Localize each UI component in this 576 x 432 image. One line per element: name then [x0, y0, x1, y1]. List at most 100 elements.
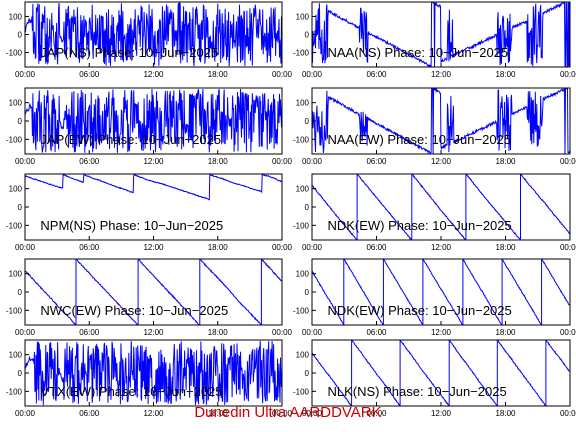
x-tick-label: 12:00 [143, 409, 164, 418]
y-tick-label: -100 [293, 49, 310, 58]
phase-series-line [25, 340, 282, 406]
x-tick-label: 18:00 [495, 157, 516, 166]
y-tick-label: -100 [6, 135, 23, 144]
panel-title: NLK(NS) Phase: 10−Jun−2025 [327, 384, 506, 399]
y-tick-label: -100 [6, 387, 23, 396]
x-tick-label: 12:00 [431, 70, 452, 79]
panel-title: VTX(EW) Phase: 10−Jun−2025 [40, 384, 222, 399]
panel-3: 100 0 -100 00:00 06:00 12:00 18:00 00:00 JAP(EW)… [6, 87, 293, 166]
x-tick-label: 12:00 [143, 243, 164, 252]
x-tick-label: 00:00 [560, 157, 576, 166]
panel-8: 100 0 -100 00:00 06:00 12:00 18:00 00:00 NDK(EW)… [293, 258, 576, 337]
x-tick-label: 00:00 [272, 243, 293, 252]
x-tick-label: 12:00 [143, 157, 164, 166]
x-tick-label: 18:00 [208, 157, 229, 166]
y-tick-label: -100 [6, 49, 23, 58]
y-tick-label: 100 [9, 270, 23, 279]
x-tick-label: 00:00 [272, 328, 293, 337]
x-tick-label: 12:00 [143, 328, 164, 337]
panel-4: 100 0 -100 00:00 06:00 12:00 18:00 00:00 NAA(EW)… [293, 87, 576, 166]
y-tick-label: 100 [296, 270, 310, 279]
x-tick-label: 06:00 [366, 243, 387, 252]
x-tick-label: 00:00 [272, 157, 293, 166]
panel-title: NPM(NS) Phase: 10−Jun−2025 [40, 218, 223, 233]
y-tick-label: -100 [293, 387, 310, 396]
phase-series-line [25, 2, 282, 67]
x-tick-label: 18:00 [495, 409, 516, 418]
x-tick-label: 06:00 [366, 409, 387, 418]
y-tick-label: 100 [9, 351, 23, 360]
x-tick-label: 00:00 [560, 328, 576, 337]
x-tick-label: 00:00 [15, 157, 36, 166]
y-tick-label: -100 [6, 221, 23, 230]
y-tick-label: 0 [18, 31, 23, 40]
y-tick-label: 100 [296, 185, 310, 194]
x-tick-label: 00:00 [560, 243, 576, 252]
panel-2: 100 0 -100 00:00 06:00 12:00 18:00 00:00 NAA(NS)… [293, 1, 576, 79]
x-tick-label: 18:00 [208, 70, 229, 79]
y-tick-label: -100 [293, 306, 310, 315]
panel-title: NWC(EW) Phase: 10−Jun−2025 [40, 303, 228, 318]
y-tick-label: 100 [296, 12, 310, 21]
y-tick-label: 100 [296, 351, 310, 360]
x-tick-label: 00:00 [302, 157, 323, 166]
x-tick-label: 18:00 [208, 409, 229, 418]
x-tick-label: 00:00 [302, 328, 323, 337]
y-tick-label: 0 [305, 203, 310, 212]
x-tick-label: 00:00 [15, 70, 36, 79]
x-tick-label: 00:00 [15, 328, 36, 337]
panel-title: NAA(EW) Phase: 10−Jun−2025 [327, 132, 511, 147]
y-tick-label: 100 [9, 99, 23, 108]
y-tick-label: 100 [296, 99, 310, 108]
x-tick-label: 00:00 [272, 409, 293, 418]
x-tick-label: 12:00 [431, 328, 452, 337]
panel-6: 100 0 -100 00:00 06:00 12:00 18:00 00:00 NDK(EW)… [293, 173, 576, 252]
y-tick-label: 100 [9, 185, 23, 194]
x-tick-label: 06:00 [366, 70, 387, 79]
y-tick-label: 0 [305, 117, 310, 126]
panel-title: NDK(EW) Phase: 10−Jun−2025 [327, 303, 511, 318]
panel-title: JAP(NS) Phase: 10−Jun−2025 [40, 45, 218, 60]
x-tick-label: 06:00 [79, 157, 100, 166]
phase-series-line [312, 259, 570, 325]
phase-series-line [312, 340, 570, 406]
panel-title: JAP(EW) Phase: 10−Jun−2025 [40, 132, 221, 147]
panel-10: 100 0 -100 00:00 06:00 12:00 18:00 00:00 NLK(NS)… [293, 339, 576, 418]
x-tick-label: 06:00 [79, 243, 100, 252]
x-tick-label: 00:00 [15, 409, 36, 418]
panel-7: 100 0 -100 00:00 06:00 12:00 18:00 00:00 NWC(EW)… [6, 258, 293, 337]
footer-title: Dunedin Ultra AARDDVARK [194, 404, 382, 421]
x-tick-label: 18:00 [495, 243, 516, 252]
x-tick-label: 00:00 [302, 409, 323, 418]
phase-series-line [312, 174, 570, 240]
y-tick-label: 100 [9, 12, 23, 21]
panel-5: 100 0 -100 00:00 06:00 12:00 18:00 00:00 NPM(NS)… [6, 173, 293, 252]
x-tick-label: 00:00 [272, 70, 293, 79]
x-tick-label: 18:00 [495, 328, 516, 337]
x-tick-label: 06:00 [79, 409, 100, 418]
y-tick-label: -100 [293, 221, 310, 230]
phase-series-line [25, 88, 282, 153]
y-tick-label: 0 [18, 117, 23, 126]
panel-title: NAA(NS) Phase: 10−Jun−2025 [327, 45, 508, 60]
y-tick-label: -100 [6, 306, 23, 315]
y-tick-label: 0 [305, 288, 310, 297]
x-tick-label: 12:00 [431, 157, 452, 166]
x-tick-label: 12:00 [143, 70, 164, 79]
phase-series-line [312, 88, 570, 154]
x-tick-label: 12:00 [431, 409, 452, 418]
y-tick-label: 0 [18, 203, 23, 212]
y-tick-label: 0 [18, 288, 23, 297]
panel-9: 100 0 -100 00:00 06:00 12:00 18:00 00:00 VTX(EW)… [6, 339, 293, 418]
x-tick-label: 06:00 [366, 157, 387, 166]
x-tick-label: 00:00 [302, 70, 323, 79]
x-tick-label: 18:00 [208, 328, 229, 337]
x-tick-label: 12:00 [431, 243, 452, 252]
panel-title: NDK(EW) Phase: 10−Jun−2025 [327, 218, 511, 233]
x-tick-label: 00:00 [15, 243, 36, 252]
panel-1: 100 0 -100 00:00 06:00 12:00 18:00 00:00 JAP(NS)… [6, 1, 293, 79]
x-tick-label: 06:00 [79, 70, 100, 79]
x-tick-label: 00:00 [560, 70, 576, 79]
x-tick-label: 06:00 [79, 328, 100, 337]
